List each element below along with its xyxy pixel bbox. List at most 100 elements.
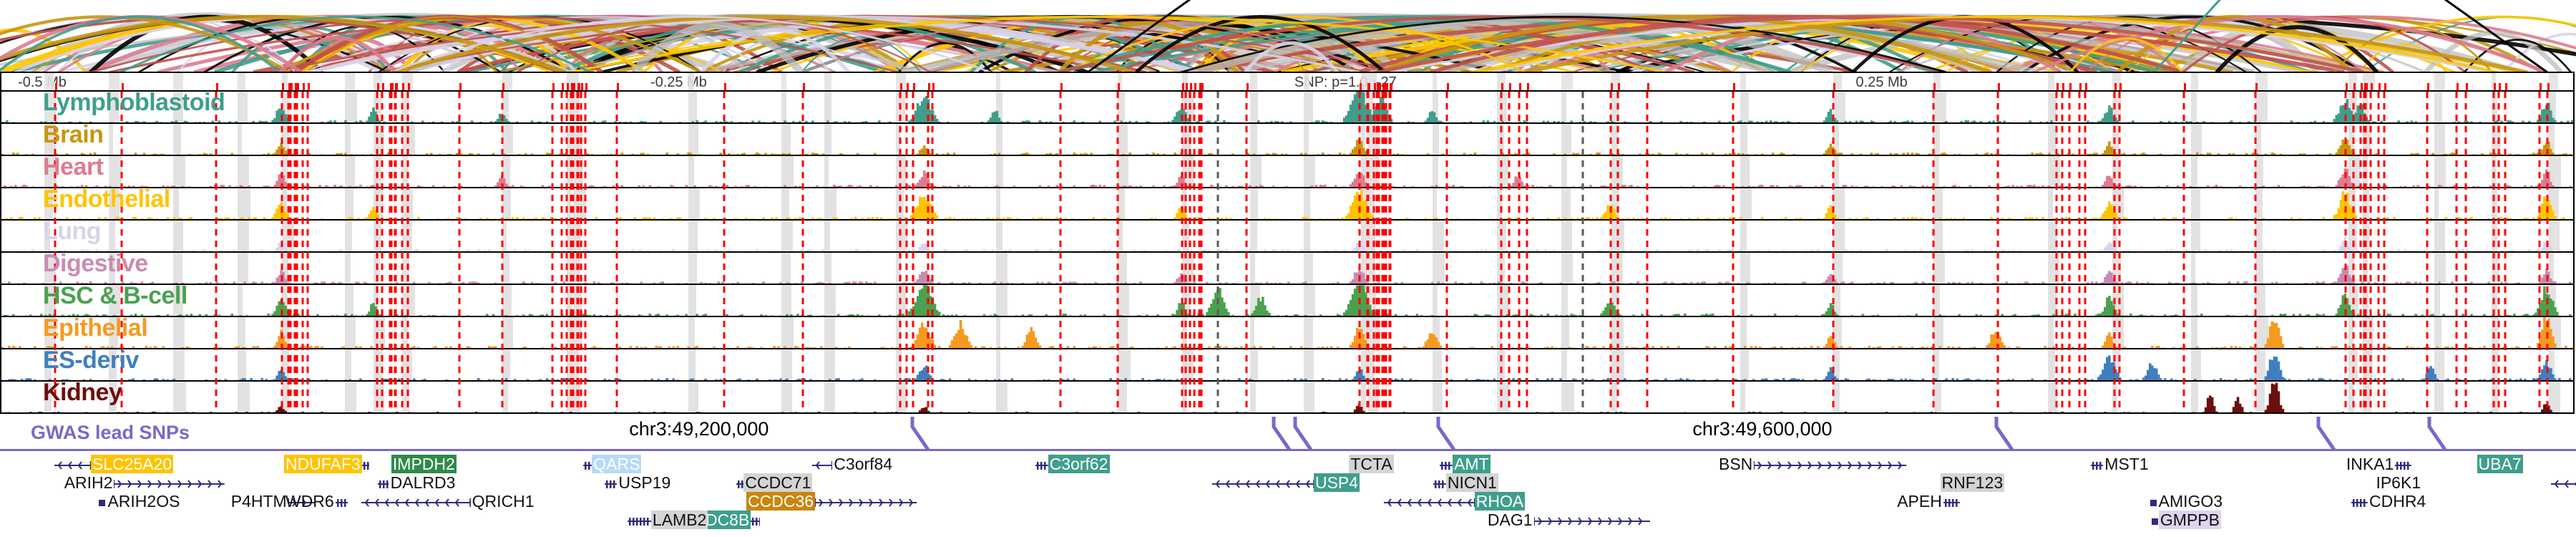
- gene-c3orf62[interactable]: C3orf62: [1035, 455, 1110, 473]
- gene-qars[interactable]: QARS: [582, 455, 642, 473]
- snp-tick[interactable]: [1618, 83, 1620, 90]
- snp-tick[interactable]: [1182, 83, 1184, 90]
- snp-tick[interactable]: [295, 83, 297, 90]
- snp-tick[interactable]: [297, 83, 299, 90]
- snp-tick[interactable]: [55, 83, 57, 90]
- snp-tick[interactable]: [1060, 83, 1063, 90]
- snp-tick[interactable]: [2119, 83, 2122, 90]
- gene-ndufaf3[interactable]: NDUFAF3: [283, 455, 369, 473]
- snp-tick[interactable]: [724, 83, 726, 90]
- snp-tick[interactable]: [2366, 83, 2368, 90]
- gene-gmppb[interactable]: GMPPB: [2151, 511, 2221, 529]
- snp-tick[interactable]: [900, 83, 902, 90]
- snp-tick[interactable]: [1118, 83, 1120, 90]
- gene-annotation-panel[interactable]: SLC25A20 NDUFAF3 IMPDH2 QARS C3orf84 C3orf62 T…: [0, 454, 2576, 537]
- snp-tick[interactable]: [282, 83, 284, 90]
- snp-tick[interactable]: [2062, 83, 2064, 90]
- snp-tick[interactable]: [2057, 83, 2059, 90]
- snp-tick[interactable]: [1519, 83, 1521, 90]
- snp-tick[interactable]: [1611, 83, 1613, 90]
- gene-dalrd3[interactable]: DALRD3: [378, 474, 457, 492]
- snp-tick[interactable]: [2427, 83, 2429, 90]
- track-row-brain[interactable]: Brain: [1, 124, 2573, 156]
- gene-lamb2[interactable]: LAMB2: [627, 511, 708, 529]
- gene-uba7[interactable]: UBA7: [2477, 455, 2523, 473]
- gene-inka1[interactable]: INKA1: [2345, 455, 2412, 473]
- snp-tick[interactable]: [1647, 83, 1649, 90]
- gene-traip[interactable]: TRAIP: [2551, 474, 2576, 492]
- snp-tick[interactable]: [1382, 83, 1385, 90]
- track-row-lung[interactable]: Lung: [1, 221, 2573, 253]
- snp-tick[interactable]: [1374, 83, 1376, 90]
- snp-tick[interactable]: [1246, 83, 1249, 90]
- snp-tick[interactable]: [2069, 83, 2072, 90]
- gene-amt[interactable]: AMT: [1440, 455, 1491, 473]
- snp-tick[interactable]: [291, 83, 293, 90]
- snp-tick[interactable]: [1194, 83, 1196, 90]
- snp-tick[interactable]: [562, 83, 564, 90]
- snp-tick[interactable]: [1998, 83, 2000, 90]
- snp-tick[interactable]: [502, 83, 504, 90]
- snp-tick[interactable]: [1447, 83, 1449, 90]
- snp-tick[interactable]: [581, 83, 583, 90]
- track-row-heart[interactable]: Heart: [1, 156, 2573, 188]
- track-row-epithelial[interactable]: Epithelial: [1, 317, 2573, 349]
- snp-tick[interactable]: [288, 83, 291, 90]
- snp-tick[interactable]: [2547, 83, 2550, 90]
- track-row-es-deriv[interactable]: ES-deriv: [1, 349, 2573, 382]
- snp-tick[interactable]: [573, 83, 575, 90]
- gene-apeh[interactable]: APEH: [1896, 493, 1960, 511]
- snp-tick[interactable]: [803, 83, 805, 90]
- snp-tick[interactable]: [2499, 83, 2501, 90]
- snp-tick[interactable]: [2346, 83, 2348, 90]
- gene-p4htm[interactable]: P4HTM: [230, 493, 316, 511]
- gene-ccdc71[interactable]: CCDC71: [736, 473, 813, 492]
- gene-arih2[interactable]: ARIH2: [63, 474, 225, 492]
- snp-tick[interactable]: [122, 83, 124, 90]
- gene-ccdc36[interactable]: CCDC36: [746, 492, 917, 511]
- snp-tick[interactable]: [1379, 83, 1381, 90]
- snp-tick[interactable]: [308, 83, 310, 90]
- track-row-hsc-b-cell[interactable]: HSC & B-cell: [1, 285, 2573, 317]
- snp-tick[interactable]: [395, 83, 397, 90]
- gene-slc25a20[interactable]: SLC25A20: [54, 455, 174, 473]
- snp-tick[interactable]: [216, 83, 218, 90]
- gene-ip6k1[interactable]: IP6K1: [2374, 474, 2422, 492]
- snp-tick[interactable]: [2384, 83, 2386, 90]
- snp-tick[interactable]: [2457, 83, 2459, 90]
- snp-tick[interactable]: [382, 83, 384, 90]
- snp-tick[interactable]: [1501, 83, 1503, 90]
- gene-nicn1[interactable]: NICN1: [1433, 473, 1498, 492]
- snp-tick[interactable]: [1933, 83, 1936, 90]
- snp-tick[interactable]: [2353, 83, 2356, 90]
- snp-tick[interactable]: [2085, 83, 2087, 90]
- snp-tick[interactable]: [552, 83, 555, 90]
- gene-dag1[interactable]: DAG1: [1486, 511, 1651, 529]
- snp-tick[interactable]: [2255, 83, 2258, 90]
- snp-tick[interactable]: [2371, 83, 2373, 90]
- snp-tick[interactable]: [408, 83, 410, 90]
- snp-tick[interactable]: [391, 83, 394, 90]
- snp-tick[interactable]: [1368, 83, 1370, 90]
- snp-tick[interactable]: [1385, 83, 1387, 90]
- snp-tick[interactable]: [2466, 83, 2468, 90]
- track-row-digestive[interactable]: Digestive: [1, 253, 2573, 285]
- snp-tick[interactable]: [913, 83, 915, 90]
- snp-tick[interactable]: [928, 83, 930, 90]
- snp-tick[interactable]: [1390, 83, 1392, 90]
- snp-tick[interactable]: [2364, 83, 2366, 90]
- snp-tick[interactable]: [2505, 83, 2507, 90]
- track-row-lymphoblastoid[interactable]: Lymphoblastoid: [1, 92, 2573, 124]
- snp-tick[interactable]: [1733, 83, 1735, 90]
- gene-cdhr4[interactable]: CDHR4: [2351, 493, 2427, 511]
- track-row-endothelial[interactable]: Endothelial: [1, 188, 2573, 221]
- gene-rhoa[interactable]: RHOA: [1383, 492, 1526, 511]
- snp-tick[interactable]: [1833, 83, 1835, 90]
- gene-amigo3[interactable]: AMIGO3: [2150, 493, 2224, 511]
- snp-tick[interactable]: [617, 83, 619, 90]
- gene-wdr6[interactable]: WDR6: [284, 493, 348, 511]
- snp-tick[interactable]: [585, 83, 587, 90]
- snp-tick[interactable]: [303, 83, 305, 90]
